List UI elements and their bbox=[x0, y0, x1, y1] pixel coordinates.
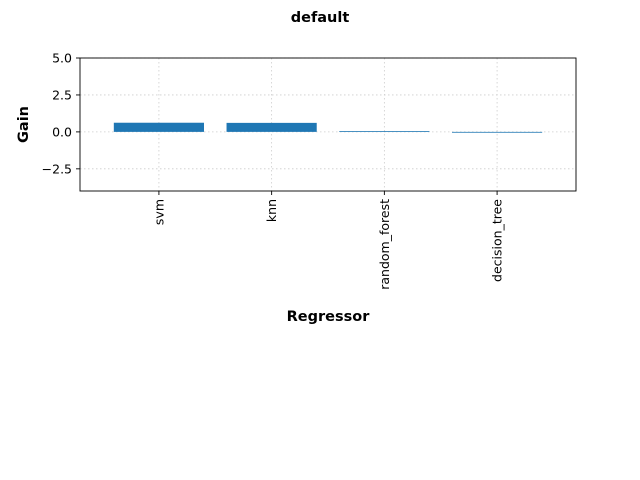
y-tick-label: −2.5 bbox=[42, 161, 72, 176]
bar-knn bbox=[226, 122, 317, 132]
x-axis-ticks: svm knn random_forest decision_tree bbox=[151, 191, 505, 290]
x-tick-label: decision_tree bbox=[490, 199, 505, 282]
y-tick-label: 2.5 bbox=[52, 87, 72, 102]
chart-title: default bbox=[291, 10, 350, 26]
y-axis-label: Gain bbox=[16, 106, 32, 143]
bar-svm bbox=[113, 122, 204, 132]
x-tick-label: svm bbox=[151, 199, 166, 225]
y-axis-ticks: −2.5 0.0 2.5 5.0 bbox=[42, 51, 80, 176]
bar-random_forest bbox=[339, 131, 430, 132]
x-tick-label: random_forest bbox=[377, 199, 392, 290]
bars bbox=[113, 122, 543, 133]
plot-frame bbox=[79, 57, 577, 192]
y-tick-label: 5.0 bbox=[52, 51, 72, 66]
x-axis-label: Regressor bbox=[287, 309, 371, 325]
y-tick-label: 0.0 bbox=[52, 124, 72, 139]
bar-decision_tree bbox=[452, 131, 543, 133]
x-tick-label: knn bbox=[264, 199, 279, 222]
